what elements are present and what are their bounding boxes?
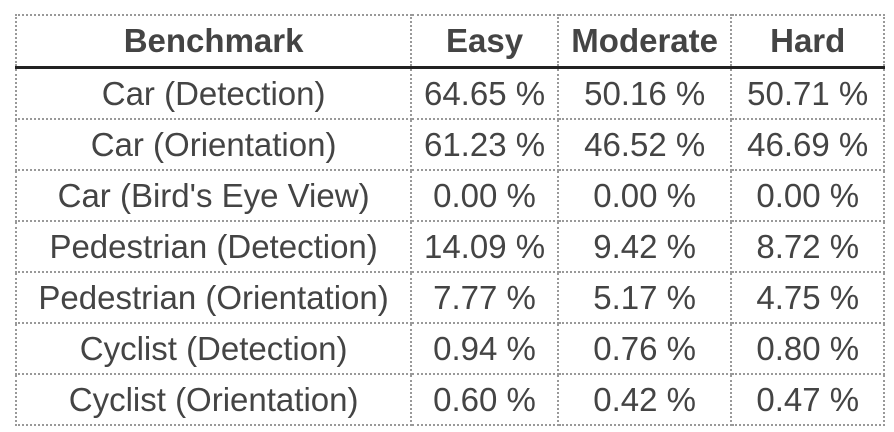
header-easy: Easy bbox=[410, 14, 559, 69]
results-table: Benchmark Easy Moderate Hard Car (Detect… bbox=[14, 14, 885, 426]
table-row: Car (Orientation) 61.23 % 46.52 % 46.69 … bbox=[14, 118, 885, 171]
moderate-cell: 0.00 % bbox=[556, 169, 733, 222]
hard-cell: 0.80 % bbox=[730, 322, 885, 375]
benchmark-cell: Cyclist (Orientation) bbox=[14, 373, 413, 426]
hard-cell: 50.71 % bbox=[730, 66, 885, 120]
hard-cell: 8.72 % bbox=[730, 220, 885, 273]
moderate-cell: 0.76 % bbox=[556, 322, 733, 375]
header-moderate: Moderate bbox=[556, 14, 733, 69]
table-row: Cyclist (Orientation) 0.60 % 0.42 % 0.47… bbox=[14, 373, 885, 426]
hard-cell: 0.00 % bbox=[730, 169, 885, 222]
easy-cell: 61.23 % bbox=[410, 118, 559, 171]
hard-cell: 0.47 % bbox=[730, 373, 885, 426]
easy-cell: 14.09 % bbox=[410, 220, 559, 273]
table-row: Cyclist (Detection) 0.94 % 0.76 % 0.80 % bbox=[14, 322, 885, 375]
benchmark-cell: Pedestrian (Detection) bbox=[14, 220, 413, 273]
hard-cell: 46.69 % bbox=[730, 118, 885, 171]
easy-cell: 64.65 % bbox=[410, 66, 559, 120]
moderate-cell: 5.17 % bbox=[556, 271, 733, 324]
easy-cell: 0.94 % bbox=[410, 322, 559, 375]
easy-cell: 0.00 % bbox=[410, 169, 559, 222]
moderate-cell: 0.42 % bbox=[556, 373, 733, 426]
easy-cell: 7.77 % bbox=[410, 271, 559, 324]
header-benchmark: Benchmark bbox=[14, 14, 413, 69]
table-row: Car (Bird's Eye View) 0.00 % 0.00 % 0.00… bbox=[14, 169, 885, 222]
header-row: Benchmark Easy Moderate Hard bbox=[14, 14, 885, 69]
moderate-cell: 46.52 % bbox=[556, 118, 733, 171]
easy-cell: 0.60 % bbox=[410, 373, 559, 426]
table-row: Car (Detection) 64.65 % 50.16 % 50.71 % bbox=[14, 66, 885, 120]
moderate-cell: 9.42 % bbox=[556, 220, 733, 273]
benchmark-cell: Car (Detection) bbox=[14, 66, 413, 120]
benchmark-cell: Car (Bird's Eye View) bbox=[14, 169, 413, 222]
moderate-cell: 50.16 % bbox=[556, 66, 733, 120]
benchmark-cell: Pedestrian (Orientation) bbox=[14, 271, 413, 324]
header-hard: Hard bbox=[730, 14, 885, 69]
table-row: Pedestrian (Orientation) 7.77 % 5.17 % 4… bbox=[14, 271, 885, 324]
benchmark-cell: Car (Orientation) bbox=[14, 118, 413, 171]
table-row: Pedestrian (Detection) 14.09 % 9.42 % 8.… bbox=[14, 220, 885, 273]
benchmark-cell: Cyclist (Detection) bbox=[14, 322, 413, 375]
hard-cell: 4.75 % bbox=[730, 271, 885, 324]
